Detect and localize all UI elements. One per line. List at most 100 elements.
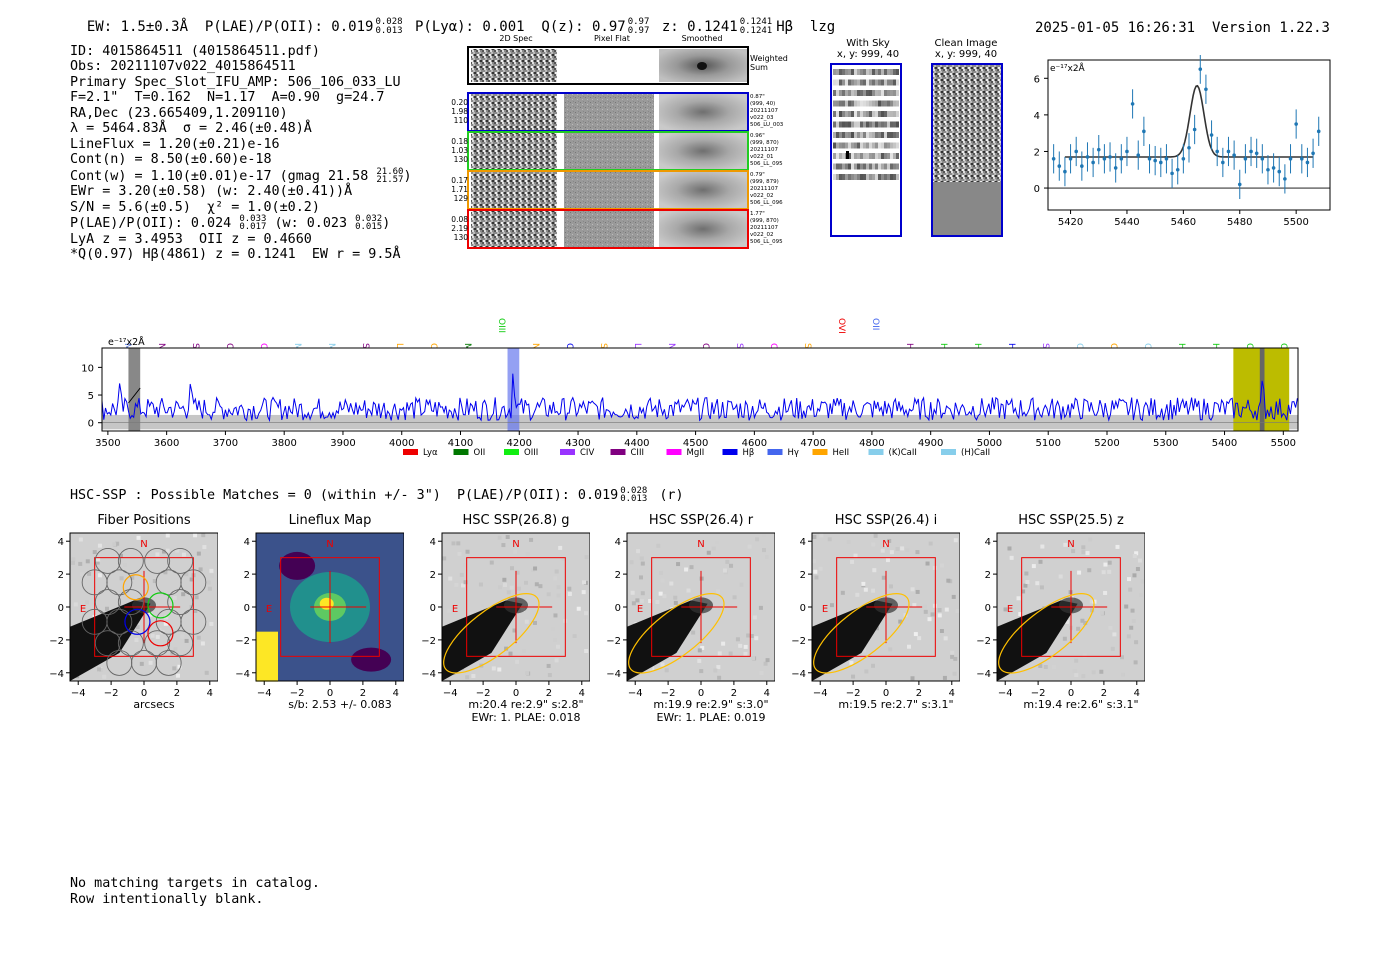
- header-z-lo: 0.1241: [739, 26, 773, 36]
- spec-region-line: [507, 348, 520, 431]
- spec-xtick: 3900: [330, 438, 355, 449]
- thumb-caption: arcsecs: [74, 698, 234, 711]
- info-ewr: EWr = 3.20(±0.58) (w: 2.40(±0.41))Å: [70, 184, 353, 199]
- thumb-xtick: −4: [998, 688, 1013, 699]
- zoom-point: [1198, 67, 1203, 71]
- header-meta: 2025-01-05 16:26:31 Version 1.22.3: [1018, 4, 1330, 36]
- legend-label: Hβ: [743, 448, 755, 458]
- thumb-panel: N E −4 −4 −2 −2 0 0 2 2 4 4: [791, 532, 960, 699]
- spec-unit-label: e⁻¹⁷x2Å: [108, 336, 145, 348]
- spec-ytick: 0: [88, 419, 94, 430]
- thumb-caption-line: arcsecs: [133, 698, 175, 711]
- thumb-caption: m:19.4 re:2.6" s:3.1": [1001, 698, 1161, 711]
- thumb-title: HSC SSP(26.8) g: [462, 513, 570, 528]
- info-contw-text: Cont(w) = 1.10(±0.01)e-17 (gmag 21.58: [70, 168, 369, 184]
- info-gmag-hi: 21.60: [376, 166, 404, 177]
- spec-ytick: 5: [88, 391, 94, 402]
- info-contw: Cont(w) = 1.10(±0.01)e-17 (gmag 21.58 21…: [70, 166, 412, 185]
- full-spectrum-plot: MgIINVSiIIOVICIIIMgIIMgIISiIVLyαOIIMgIIO…: [81, 318, 1299, 458]
- header-plae-lo: 0.013: [375, 26, 403, 36]
- spec-xtick: 4500: [683, 438, 708, 449]
- spec-xtick: 5500: [1271, 438, 1296, 449]
- fiber-circle: [117, 548, 144, 574]
- cutout-meta-line: 0.96": [750, 133, 765, 139]
- cutout-stat: 130: [453, 155, 468, 164]
- east-marker: E: [1007, 604, 1013, 615]
- thumb-ytick: 2: [800, 570, 806, 581]
- thumb-xtick: −4: [257, 688, 272, 699]
- zoom-point: [1113, 166, 1118, 170]
- info-primary: Primary Spec_Slot_IFU_AMP: 506_106_033_L…: [70, 74, 401, 90]
- zoom-point: [1266, 167, 1270, 172]
- cutout-stat: 129: [453, 194, 468, 203]
- header-datetime: 2025-01-05 16:26:31: [1034, 20, 1196, 36]
- header-version: Version 1.22.3: [1211, 20, 1330, 36]
- thumb-ytick: −4: [235, 669, 250, 680]
- cutout-row-meta: 0.96" (999, 870) 20211107 v022_01 506_LL_095: [750, 133, 800, 168]
- zoom-point: [1091, 160, 1095, 165]
- thumb-xtick: 4: [579, 688, 585, 699]
- east-marker: E: [452, 604, 458, 615]
- cutout-stat: 1.98: [451, 107, 468, 116]
- footer: No matching targets in catalog. Row inte…: [70, 876, 320, 908]
- header-q: Q(z): 0.97: [541, 19, 626, 35]
- aperture-ellipse: [813, 593, 910, 674]
- legend-label: MgII: [687, 448, 705, 458]
- cutout-grid: 2D Spec Pixel Flat Smoothed Weighted Sum…: [440, 32, 800, 257]
- cutout-row-4: [467, 209, 749, 249]
- cutout-meta-line: 506_LL_095: [750, 239, 783, 245]
- legend-label: Lyα: [423, 448, 438, 458]
- thumb-caption: s/b: 2.53 +/- 0.083: [260, 698, 420, 711]
- zoom-xtick: 5420: [1058, 217, 1083, 228]
- thumb-caption-line: m:19.5 re:2.7" s:3.1": [838, 698, 954, 711]
- zoom-point: [1051, 156, 1056, 161]
- clean-image-title: Clean Image x, y: 999, 40: [916, 38, 1016, 60]
- spec-xtick: 3700: [213, 438, 238, 449]
- zoom-point: [1164, 156, 1169, 161]
- weighted-sum-label: Weighted Sum: [750, 54, 788, 72]
- header-plae: P(LAE)/P(OII): 0.019: [204, 19, 374, 35]
- with-sky-xy: x, y: 999, 40: [836, 49, 900, 60]
- spec-xtick: 5200: [1094, 438, 1119, 449]
- header-q-lo: 0.97: [627, 26, 650, 36]
- thumb-xtick: 4: [764, 688, 770, 699]
- cutout-row-meta: 0.87" (999, 40) 20211107 v022_03 506_LU_003: [750, 94, 800, 129]
- fiber-circle: [144, 630, 171, 657]
- info-qline: *Q(0.97) Hβ(4861) z = 0.1241 EW r = 9.5Å: [70, 247, 401, 262]
- thumb-xtick: 0: [698, 688, 704, 699]
- thumb-ytick: 0: [244, 603, 250, 614]
- footer-line-2: Row intentionally blank.: [70, 892, 264, 907]
- with-sky-image: [830, 63, 902, 237]
- zoom-point: [1130, 102, 1135, 106]
- thumb-xtick: 4: [207, 688, 213, 699]
- thumb-xtick: −2: [476, 688, 491, 699]
- line-marker-label: OVI: [836, 318, 846, 334]
- header-ew: EW: 1.5±0.3Å: [86, 19, 189, 35]
- cutout-stat: 1.71: [451, 185, 468, 194]
- info-plae-text: P(LAE)/P(OII): 0.024: [70, 216, 232, 231]
- cutout-meta-line: 20211107: [750, 225, 778, 231]
- thumb-title: HSC SSP(25.5) z: [1018, 513, 1124, 528]
- cutout-row-stats: 0.20 1.98 110: [444, 98, 468, 125]
- east-marker: E: [637, 604, 643, 615]
- header-q-hi: 0.97: [627, 17, 650, 27]
- aperture-ellipse: [628, 593, 725, 674]
- zoom-point: [1181, 156, 1186, 161]
- cutout-canvas: [467, 46, 749, 249]
- zoom-point: [1260, 156, 1265, 161]
- spec-xtick: 5100: [1035, 438, 1060, 449]
- thumb-ytick: −4: [606, 669, 621, 680]
- zoom-ytick: 6: [1034, 74, 1040, 85]
- zoom-point: [1226, 149, 1231, 154]
- info-plae: P(LAE)/P(OII): 0.024 0.033 0.017 (w: 0.02…: [70, 214, 391, 232]
- fiber-circle: [155, 649, 182, 676]
- zoom-point: [1232, 153, 1236, 157]
- with-sky-title: With Sky x, y: 999, 40: [818, 38, 918, 60]
- north-marker: N: [140, 539, 147, 550]
- legend-swatch: [666, 449, 682, 455]
- thumb-panel: N E −4 −4 −2 −2 0 0 2 2 4 4: [976, 532, 1145, 699]
- cutout-meta-line: 1.77": [750, 211, 765, 217]
- cutout-meta-line: (999, 879): [750, 179, 779, 185]
- zoom-unit-label: e⁻¹⁷x2Å: [1050, 62, 1086, 74]
- thumb-xtick: −4: [443, 688, 458, 699]
